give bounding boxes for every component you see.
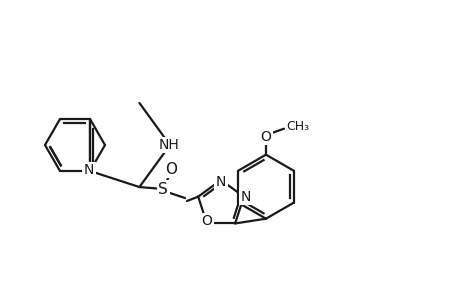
Text: CH₃: CH₃ (285, 120, 308, 133)
Text: N: N (240, 190, 251, 204)
Text: N: N (215, 175, 226, 189)
Text: O: O (165, 161, 177, 176)
Text: N: N (84, 163, 94, 177)
Text: O: O (260, 130, 271, 144)
Text: O: O (201, 214, 212, 229)
Text: S: S (158, 182, 168, 196)
Text: NH: NH (158, 138, 179, 152)
